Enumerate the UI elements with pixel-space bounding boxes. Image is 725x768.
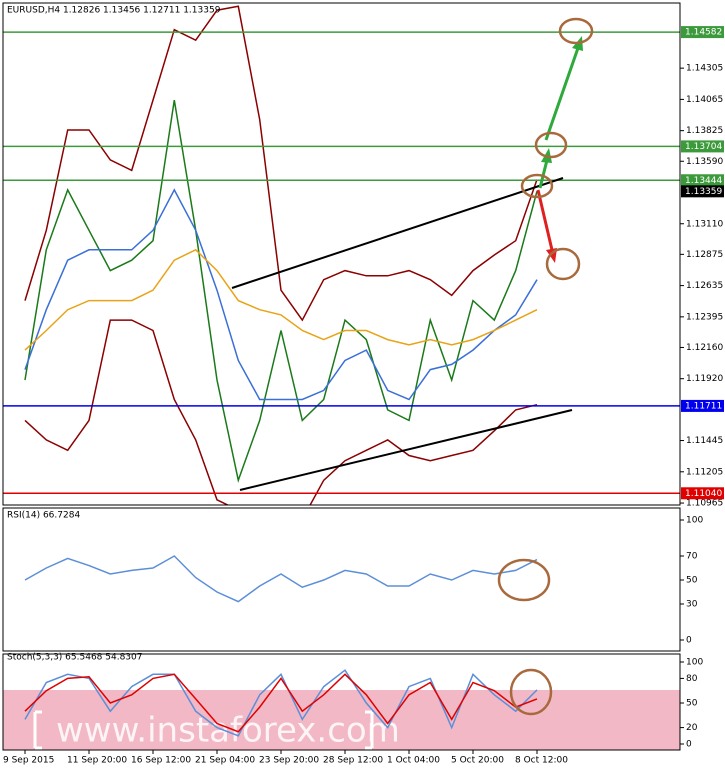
y-tick-label: 1.12635: [686, 281, 723, 291]
y-tick-label: 1.12875: [686, 250, 723, 260]
panel-title: Stoch(5,3,3) 65.5468 54.8307: [7, 653, 142, 663]
y-tick-label: 30: [686, 600, 698, 610]
y-tick-label: 0: [686, 636, 692, 646]
panel-title: RSI(14) 66.7284: [7, 511, 80, 521]
panel-frames: [2, 2, 681, 751]
series-line: [24, 673, 538, 733]
level-label: 1.14582: [685, 28, 722, 38]
y-tick-label: 1.10965: [686, 499, 723, 509]
level-tag: [681, 26, 724, 39]
x-tick-label: 23 Sep 20:00: [259, 756, 319, 766]
x-tick-label: 8 Oct 12:00: [515, 756, 568, 766]
x-tick-label: 16 Sep 12:00: [131, 756, 191, 766]
y-tick-label: 100: [686, 658, 703, 668]
watermark-band: [3, 690, 680, 750]
x-tick-label: 9 Sep 2015: [3, 756, 54, 766]
level-label: 1.11040: [685, 489, 722, 499]
y-tick-label: 80: [686, 674, 698, 684]
level-tag: [681, 487, 724, 500]
y-tick-label: 50: [686, 576, 698, 586]
x-tick-label: 11 Sep 20:00: [67, 756, 127, 766]
level-tag: [681, 399, 724, 412]
x-tick-label: 21 Sep 04:00: [195, 756, 255, 766]
annotations: [231, 17, 594, 716]
y-tick-label: 50: [686, 699, 698, 709]
y-tick-label: 100: [686, 516, 703, 526]
y-tick-label: 1.14305: [686, 64, 723, 74]
y-tick-label: 1.12160: [686, 343, 723, 353]
level-label: 1.13359: [685, 187, 722, 197]
level-tag: [681, 185, 724, 198]
level-label: 1.11711: [685, 401, 722, 411]
panel-title: EURUSD,H4 1.12826 1.13456 1.12711 1.1335…: [7, 6, 221, 16]
level-label: 1.13444: [685, 176, 722, 186]
y-tick-label: 1.11920: [686, 374, 723, 384]
y-tick-label: 0: [686, 740, 692, 750]
x-tick-label: 5 Oct 20:00: [451, 756, 504, 766]
series-line: [24, 188, 538, 401]
x-tick-label: 1 Oct 04:00: [387, 756, 440, 766]
level-tag: [681, 140, 724, 153]
y-tick-label: 1.14065: [686, 95, 723, 105]
series-line: [24, 248, 538, 351]
y-tick-label: 20: [686, 723, 698, 733]
x-tick-label: 28 Sep 12:00: [323, 756, 383, 766]
level-label: 1.13704: [685, 142, 722, 152]
y-tick-label: 1.11205: [686, 467, 723, 477]
y-tick-label: 70: [686, 552, 698, 562]
panel: [24, 5, 538, 505]
y-tick-label: 1.13110: [686, 219, 723, 229]
series-line: [24, 99, 538, 484]
panel: [24, 555, 538, 603]
series-line: [24, 5, 538, 322]
series-line: [24, 555, 538, 603]
watermark: www.instaforex.com: [33, 710, 400, 751]
y-tick-label: 1.13825: [686, 126, 723, 136]
panel: [24, 669, 538, 737]
series-line: [24, 669, 538, 737]
series-line: [24, 319, 538, 505]
level-tag: [681, 174, 724, 187]
y-tick-label: 1.12395: [686, 312, 723, 322]
y-tick-label: 1.11445: [686, 436, 723, 446]
watermark-text: www.instaforex.com: [56, 711, 400, 751]
y-tick-label: 1.13590: [686, 157, 723, 167]
